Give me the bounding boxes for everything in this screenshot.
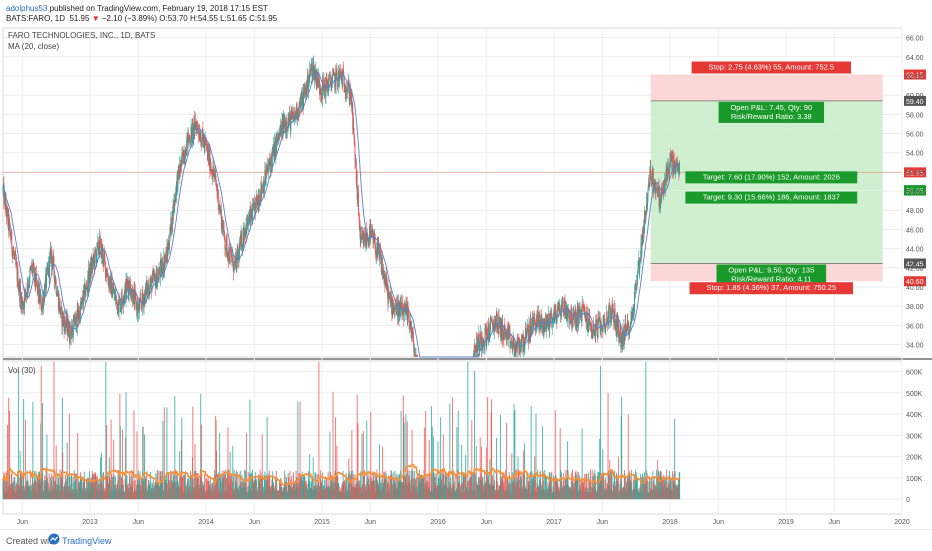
ohlc-values: O:53.70 H:54.55 L:51.65 C:51.95 bbox=[159, 14, 277, 23]
candle-body bbox=[116, 295, 117, 299]
publish-date: published on TradingView.com, February 1… bbox=[47, 4, 267, 13]
candle-body bbox=[102, 249, 103, 262]
chart-header: adolphus53 published on TradingView.com,… bbox=[0, 0, 932, 26]
last-price: 51.95 bbox=[69, 14, 89, 23]
candle-body bbox=[56, 280, 57, 294]
symbol-quote: BATS:FARO, 1D 51.95 ▼ −2.10 (−3.89%) O:5… bbox=[6, 14, 277, 23]
down-arrow-icon: ▼ bbox=[92, 14, 100, 23]
candle-body bbox=[308, 87, 309, 91]
candle-body bbox=[358, 193, 359, 214]
candle-body bbox=[169, 241, 170, 249]
symbol-label: BATS:FARO, 1D bbox=[6, 14, 65, 23]
candle-body bbox=[355, 142, 356, 161]
candle-body bbox=[286, 121, 287, 130]
candle-body bbox=[104, 258, 105, 261]
author-link[interactable]: adolphus53 bbox=[6, 4, 47, 13]
candle-body bbox=[330, 74, 331, 82]
candle-body bbox=[379, 251, 380, 258]
candle-body bbox=[478, 339, 479, 350]
candle-body bbox=[124, 289, 125, 300]
stop-zone bbox=[651, 75, 883, 101]
price-change: −2.10 (−3.89%) bbox=[102, 14, 157, 23]
publish-info: adolphus53 published on TradingView.com,… bbox=[6, 4, 268, 13]
candle-body bbox=[332, 74, 333, 81]
candle-body bbox=[139, 302, 140, 311]
candle-body bbox=[11, 231, 12, 248]
candle-body bbox=[181, 153, 182, 165]
candle-body bbox=[141, 304, 142, 306]
candle-body bbox=[60, 301, 61, 314]
candle-body bbox=[224, 223, 225, 232]
candle-body bbox=[75, 326, 76, 327]
candle-body bbox=[413, 332, 414, 341]
candle-body bbox=[253, 203, 254, 209]
